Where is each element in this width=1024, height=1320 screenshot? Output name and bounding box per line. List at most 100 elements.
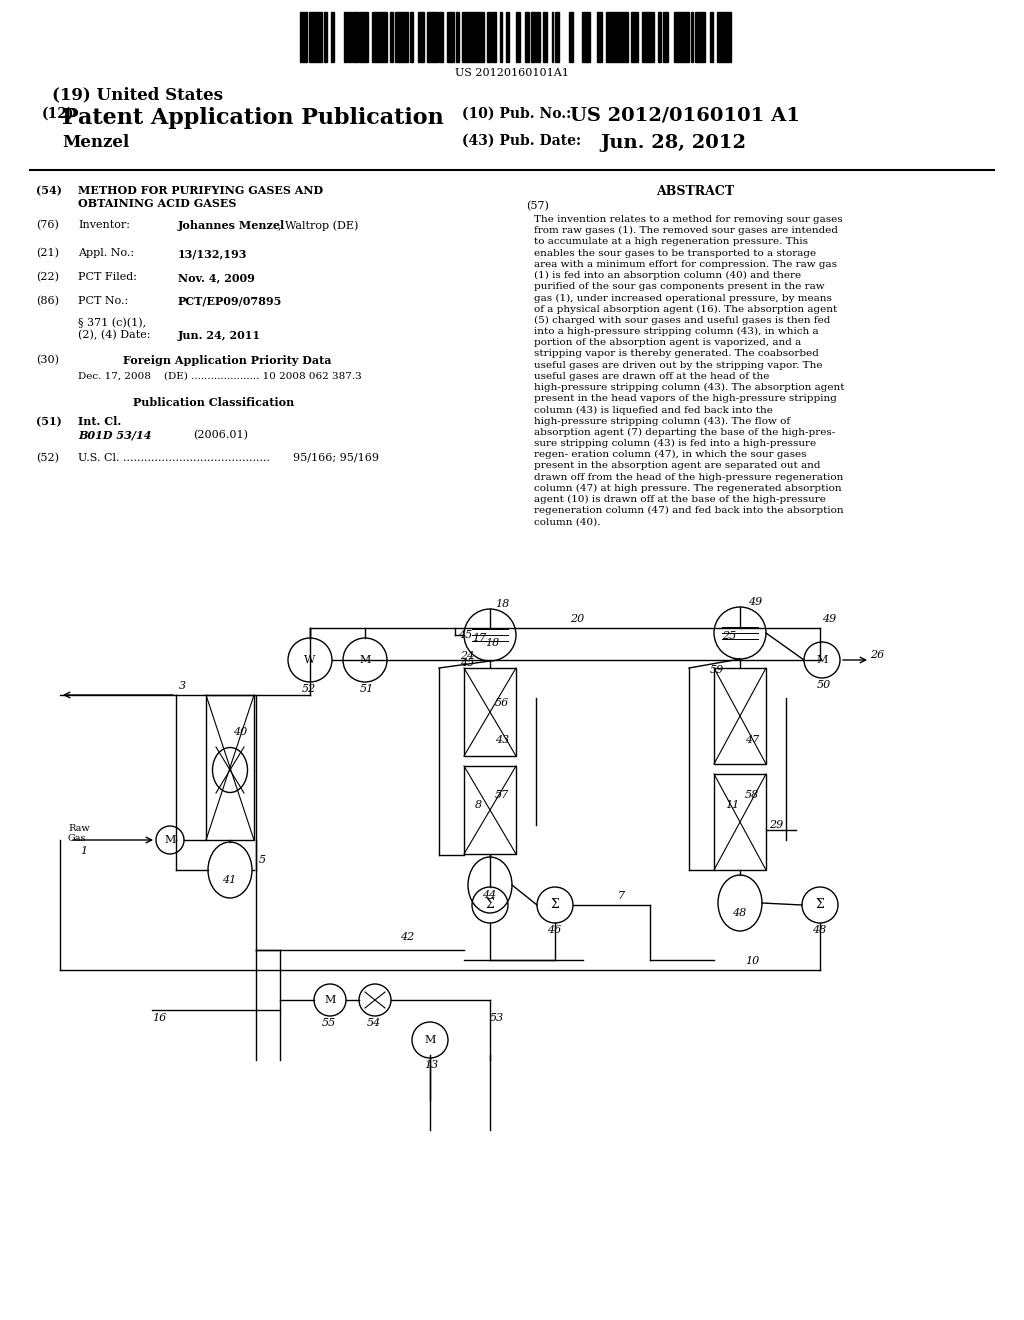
Text: 50: 50 bbox=[817, 680, 831, 690]
Bar bbox=[614, 12, 617, 62]
Text: 95/166; 95/169: 95/166; 95/169 bbox=[293, 453, 379, 463]
Bar bbox=[536, 12, 538, 62]
Bar bbox=[691, 12, 693, 62]
Bar bbox=[685, 12, 689, 62]
Text: Σ: Σ bbox=[815, 899, 824, 912]
Text: Dec. 17, 2008    (DE) ..................... 10 2008 062 387.3: Dec. 17, 2008 (DE) .....................… bbox=[78, 372, 361, 381]
Text: 56: 56 bbox=[495, 698, 509, 708]
Text: Inventor:: Inventor: bbox=[78, 220, 130, 230]
Text: (54): (54) bbox=[36, 185, 61, 195]
Text: sure stripping column (43) is fed into a high-pressure: sure stripping column (43) is fed into a… bbox=[534, 440, 816, 447]
Text: 55: 55 bbox=[322, 1018, 336, 1028]
Text: 40: 40 bbox=[233, 727, 247, 737]
Text: 48: 48 bbox=[732, 908, 746, 917]
Text: M: M bbox=[359, 655, 371, 665]
Bar bbox=[700, 12, 702, 62]
Text: Nov. 4, 2009: Nov. 4, 2009 bbox=[178, 272, 255, 282]
Bar bbox=[434, 12, 438, 62]
Bar bbox=[643, 12, 646, 62]
Bar bbox=[695, 12, 697, 62]
Bar bbox=[606, 12, 610, 62]
Text: 54: 54 bbox=[367, 1018, 381, 1028]
Text: enables the sour gases to be transported to a storage: enables the sour gases to be transported… bbox=[534, 248, 816, 257]
Bar bbox=[404, 12, 408, 62]
Bar bbox=[402, 12, 404, 62]
Bar bbox=[583, 12, 587, 62]
Text: high-pressure stripping column (43). The absorption agent: high-pressure stripping column (43). The… bbox=[534, 383, 845, 392]
Text: Publication Classification: Publication Classification bbox=[133, 397, 294, 408]
Text: Patent Application Publication: Patent Application Publication bbox=[62, 107, 443, 129]
Bar bbox=[500, 12, 502, 62]
Text: from raw gases (1). The removed sour gases are intended: from raw gases (1). The removed sour gas… bbox=[534, 226, 838, 235]
Bar bbox=[618, 12, 623, 62]
Text: M: M bbox=[816, 655, 827, 665]
Text: (22): (22) bbox=[36, 272, 59, 282]
Bar bbox=[544, 12, 547, 62]
Text: Jun. 28, 2012: Jun. 28, 2012 bbox=[600, 135, 746, 152]
Text: 13: 13 bbox=[424, 1060, 438, 1071]
Text: 25: 25 bbox=[722, 631, 736, 642]
Text: 18: 18 bbox=[485, 638, 500, 648]
Bar bbox=[674, 12, 678, 62]
Bar bbox=[325, 12, 327, 62]
Ellipse shape bbox=[468, 857, 512, 913]
Bar bbox=[555, 12, 559, 62]
Text: 10: 10 bbox=[745, 956, 759, 966]
Text: present in the head vapors of the high-pressure stripping: present in the head vapors of the high-p… bbox=[534, 395, 837, 403]
Text: 45: 45 bbox=[458, 630, 472, 640]
Text: 57: 57 bbox=[495, 789, 509, 800]
Text: purified of the sour gas components present in the raw: purified of the sour gas components pres… bbox=[534, 282, 824, 292]
Bar bbox=[356, 12, 358, 62]
Bar bbox=[318, 12, 322, 62]
Bar bbox=[487, 12, 489, 62]
Text: gas (1), under increased operational pressure, by means: gas (1), under increased operational pre… bbox=[534, 293, 831, 302]
Bar bbox=[516, 12, 520, 62]
Bar bbox=[506, 12, 509, 62]
Bar bbox=[489, 12, 490, 62]
Text: 49: 49 bbox=[822, 614, 837, 624]
Text: Appl. No.:: Appl. No.: bbox=[78, 248, 134, 257]
Text: 51: 51 bbox=[360, 684, 374, 694]
Text: (57): (57) bbox=[526, 201, 549, 211]
Bar bbox=[714, 668, 766, 764]
Ellipse shape bbox=[213, 747, 248, 792]
Bar bbox=[658, 12, 662, 62]
Bar bbox=[610, 12, 612, 62]
Text: 3: 3 bbox=[179, 681, 186, 690]
Bar bbox=[383, 12, 385, 62]
Bar bbox=[344, 12, 347, 62]
Text: (5) charged with sour gases and useful gases is then fed: (5) charged with sour gases and useful g… bbox=[534, 315, 830, 325]
Bar bbox=[390, 12, 393, 62]
Bar bbox=[381, 12, 383, 62]
Bar bbox=[464, 668, 516, 756]
Bar bbox=[418, 12, 421, 62]
Bar bbox=[451, 12, 454, 62]
Bar bbox=[464, 766, 516, 854]
Text: The invention relates to a method for removing sour gases: The invention relates to a method for re… bbox=[534, 215, 843, 224]
Text: (12): (12) bbox=[42, 107, 75, 121]
Text: (76): (76) bbox=[36, 220, 58, 230]
Bar bbox=[678, 12, 681, 62]
Bar bbox=[721, 12, 723, 62]
Text: (1) is fed into an absorption column (40) and there: (1) is fed into an absorption column (40… bbox=[534, 271, 801, 280]
Text: 44: 44 bbox=[482, 890, 497, 900]
Bar bbox=[352, 12, 356, 62]
Text: (2), (4) Date:: (2), (4) Date: bbox=[78, 330, 151, 341]
Bar bbox=[462, 12, 466, 62]
Bar bbox=[348, 12, 351, 62]
Text: Σ: Σ bbox=[485, 899, 495, 912]
Bar bbox=[427, 12, 430, 62]
Text: area with a minimum effort for compression. The raw gas: area with a minimum effort for compressi… bbox=[534, 260, 837, 269]
Ellipse shape bbox=[208, 842, 252, 898]
Bar bbox=[714, 774, 766, 870]
Bar bbox=[631, 12, 634, 62]
Text: 59: 59 bbox=[710, 665, 724, 675]
Text: (19) United States: (19) United States bbox=[52, 86, 223, 103]
Text: 5: 5 bbox=[259, 855, 266, 865]
Bar bbox=[331, 12, 334, 62]
Bar bbox=[702, 12, 705, 62]
Bar bbox=[717, 12, 721, 62]
Text: 11: 11 bbox=[725, 800, 739, 810]
Text: column (40).: column (40). bbox=[534, 517, 600, 527]
Bar bbox=[421, 12, 424, 62]
